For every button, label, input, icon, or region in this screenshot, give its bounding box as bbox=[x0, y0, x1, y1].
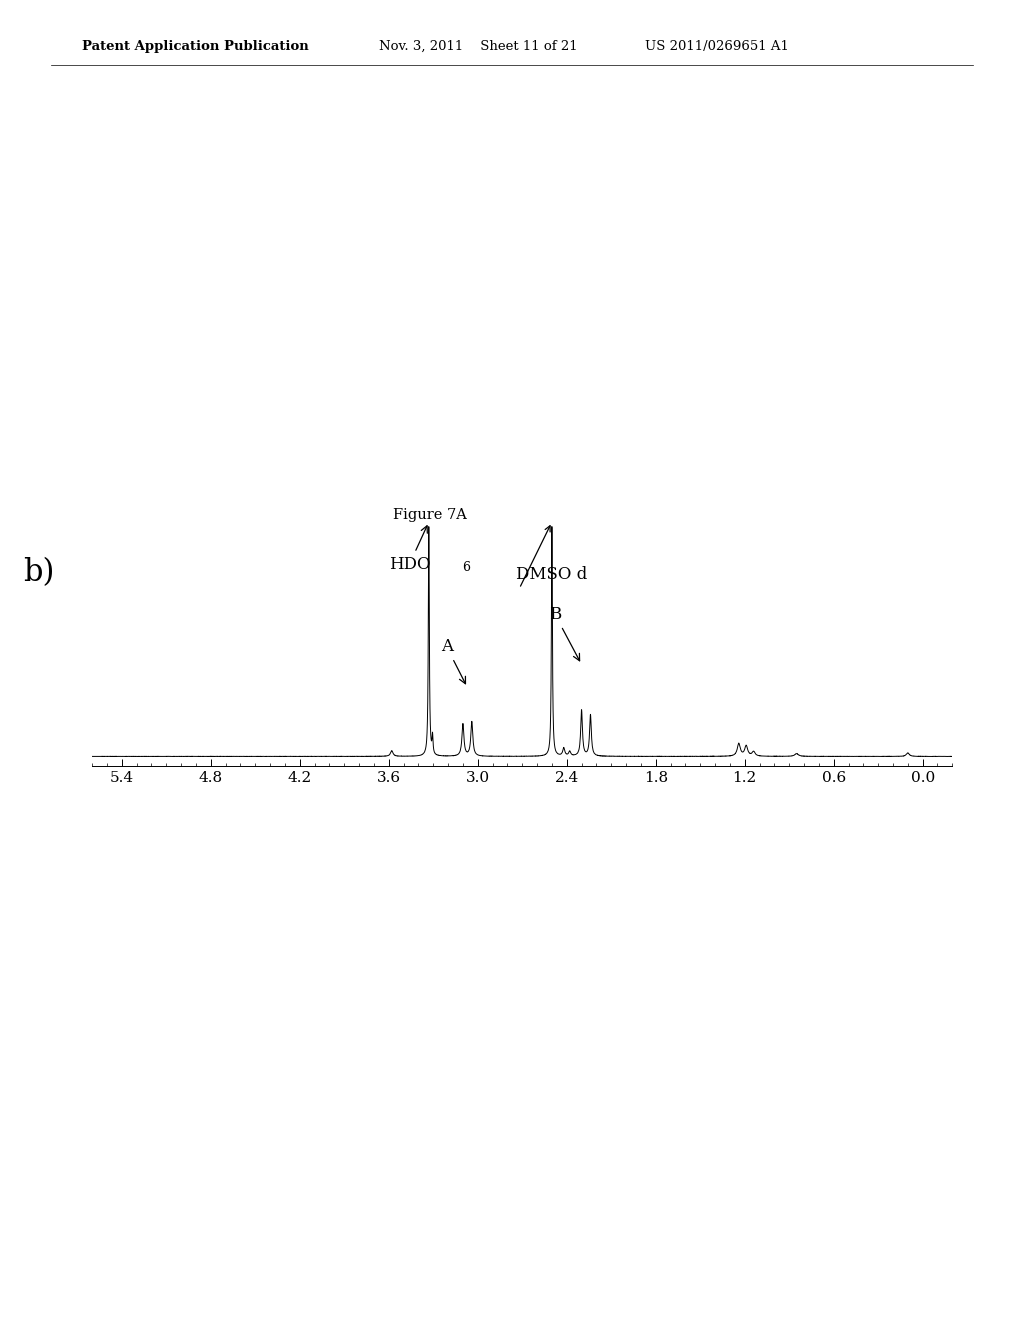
Text: b): b) bbox=[24, 557, 54, 587]
Text: Patent Application Publication: Patent Application Publication bbox=[82, 40, 308, 53]
Text: B: B bbox=[549, 606, 580, 661]
Text: US 2011/0269651 A1: US 2011/0269651 A1 bbox=[645, 40, 790, 53]
Text: HDO: HDO bbox=[389, 525, 430, 573]
Text: Figure 7A: Figure 7A bbox=[393, 508, 467, 523]
Text: DMSO d: DMSO d bbox=[516, 566, 588, 583]
Text: A: A bbox=[440, 639, 466, 684]
Text: 6: 6 bbox=[462, 561, 470, 574]
Text: Nov. 3, 2011    Sheet 11 of 21: Nov. 3, 2011 Sheet 11 of 21 bbox=[379, 40, 578, 53]
